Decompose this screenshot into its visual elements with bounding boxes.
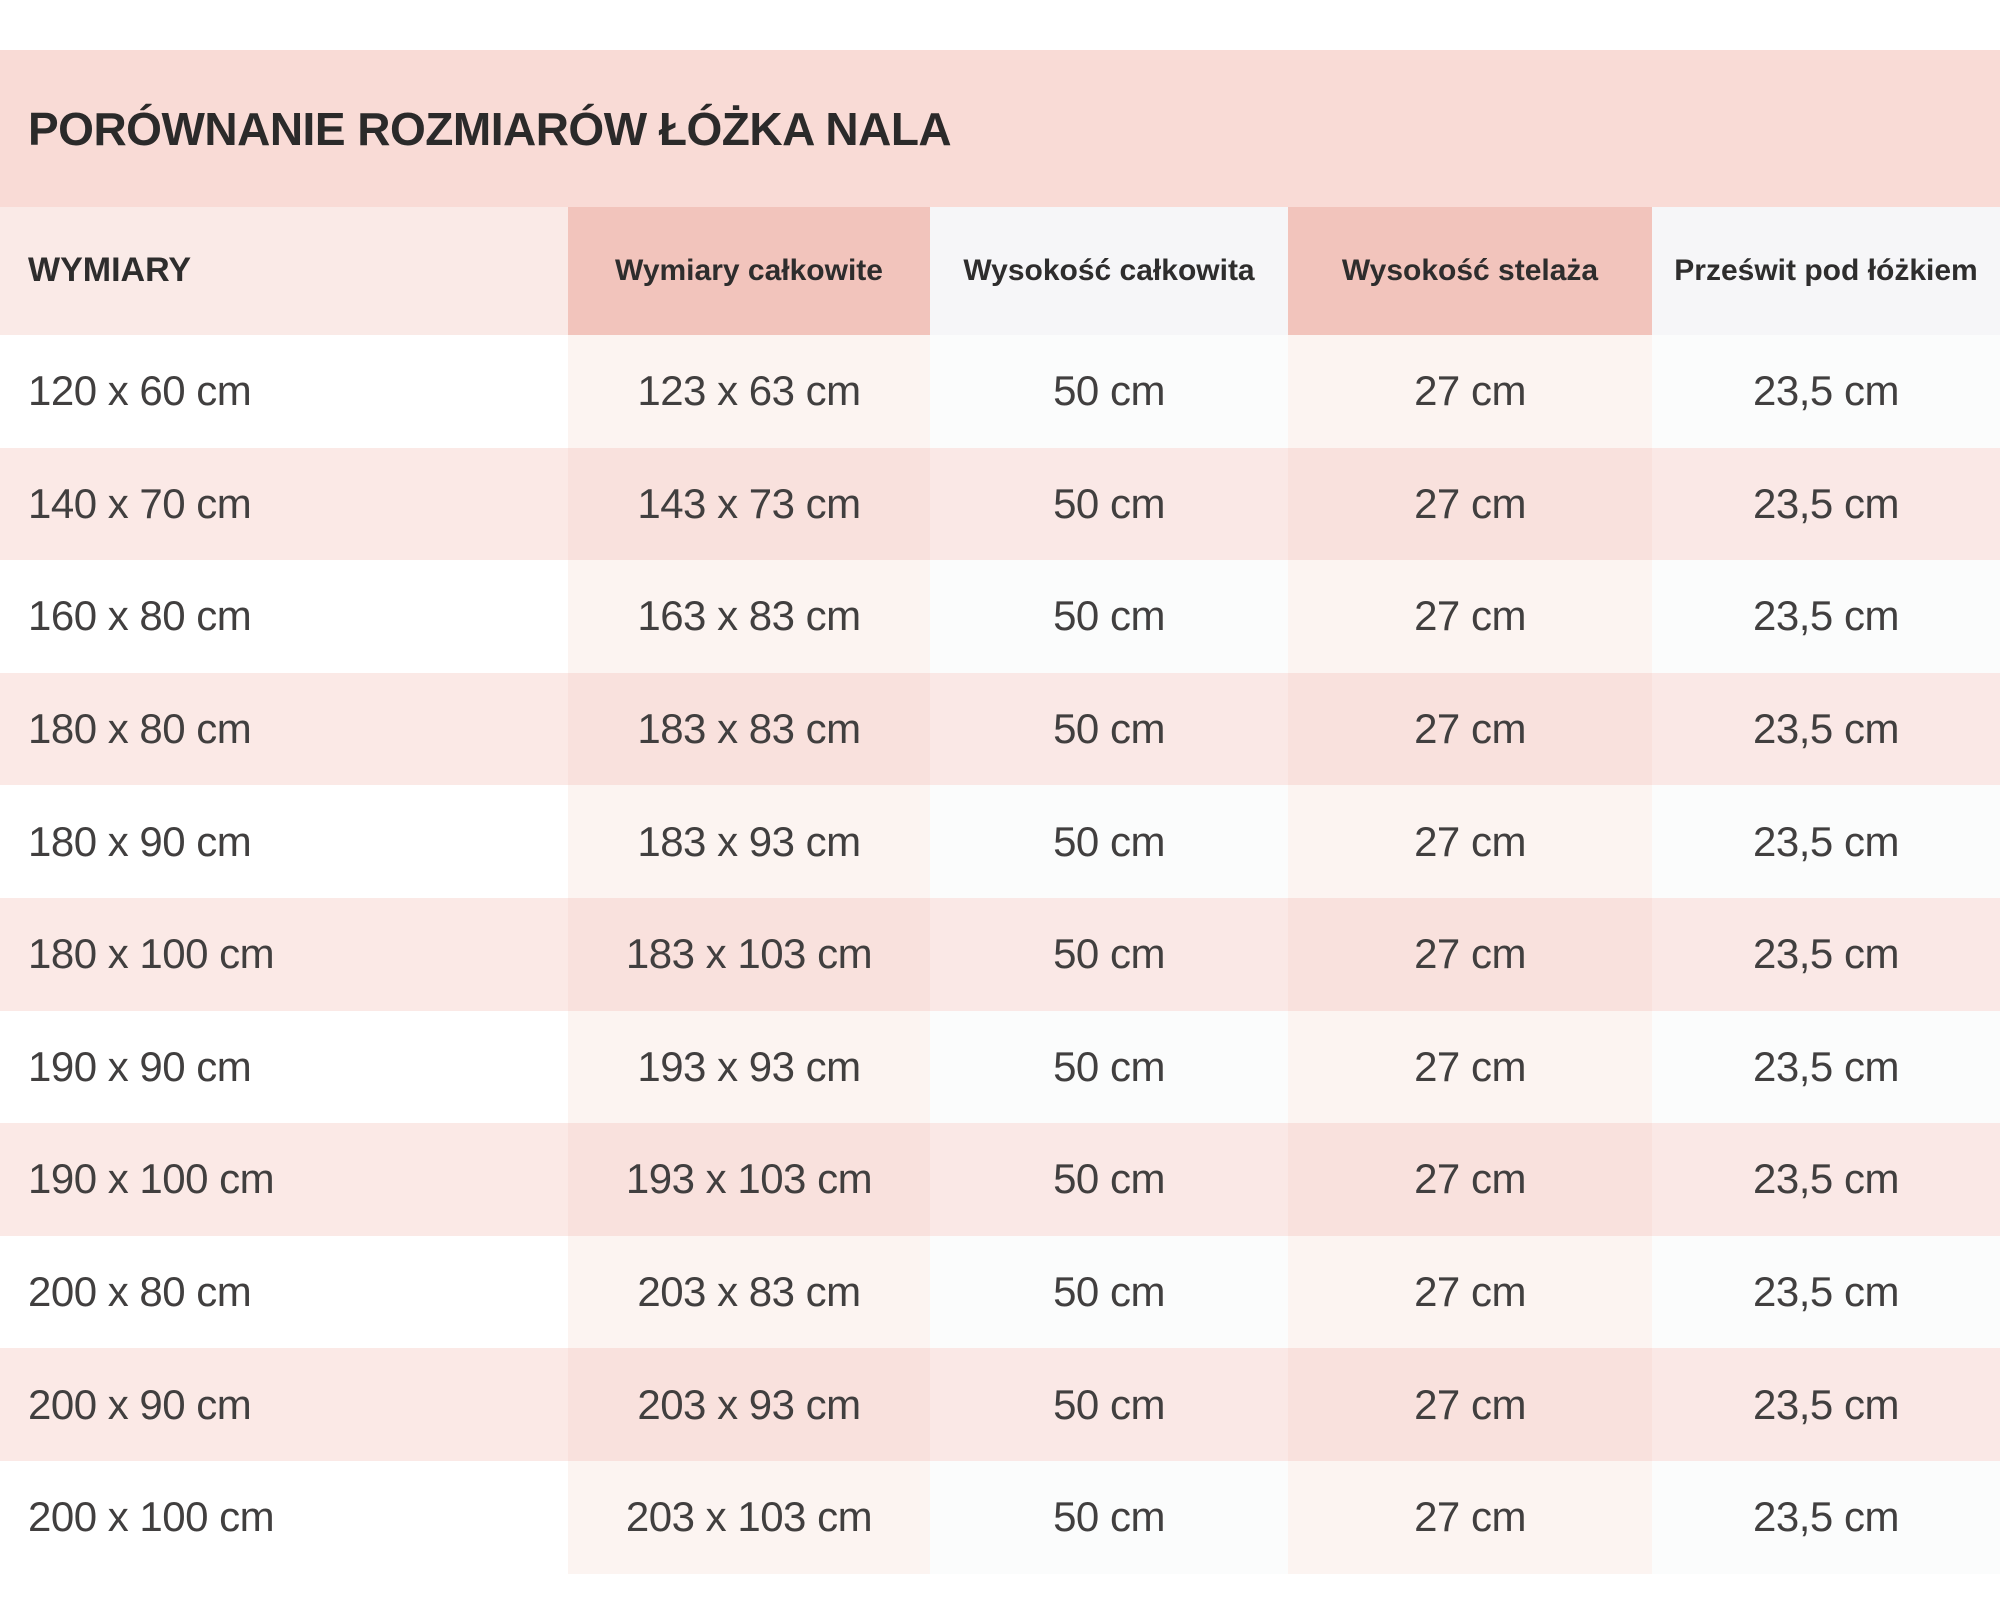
- table-row: 120 x 60 cm 123 x 63 cm 50 cm 27 cm 23,5…: [0, 335, 2000, 448]
- table-cell-dimensions: 190 x 90 cm: [0, 1010, 568, 1124]
- table-cell-frame-height: 27 cm: [1288, 335, 1652, 448]
- table-row: 180 x 80 cm 183 x 83 cm 50 cm 27 cm 23,5…: [0, 672, 2000, 786]
- table-cell-total-dimensions: 203 x 93 cm: [568, 1348, 930, 1461]
- table-cell-total-dimensions: 143 x 73 cm: [568, 447, 930, 561]
- table-cell-total-height: 50 cm: [930, 897, 1288, 1011]
- column-header-wymiary: WYMIARY: [0, 207, 568, 335]
- table-cell-under-bed-clearance: 23,5 cm: [1652, 672, 2000, 786]
- table-cell-total-dimensions: 203 x 103 cm: [568, 1460, 930, 1574]
- page-title: PORÓWNANIE ROZMIARÓW ŁÓŻKA NALA: [28, 102, 952, 155]
- table-cell-under-bed-clearance: 23,5 cm: [1652, 1460, 2000, 1574]
- table-cell-frame-height: 27 cm: [1288, 1460, 1652, 1574]
- table-cell-total-dimensions: 193 x 93 cm: [568, 1010, 930, 1124]
- table-cell-under-bed-clearance: 23,5 cm: [1652, 1123, 2000, 1236]
- table-cell-total-height: 50 cm: [930, 560, 1288, 673]
- table-cell-dimensions: 180 x 80 cm: [0, 672, 568, 786]
- table-cell-dimensions: 180 x 90 cm: [0, 785, 568, 898]
- table-cell-total-height: 50 cm: [930, 1348, 1288, 1461]
- table-cell-frame-height: 27 cm: [1288, 672, 1652, 786]
- table-cell-total-dimensions: 203 x 83 cm: [568, 1235, 930, 1349]
- column-header-przeswit-pod-lozkiem: Prześwit pod łóżkiem: [1652, 207, 2000, 335]
- table-header-row: WYMIARY Wymiary całkowite Wysokość całko…: [0, 207, 2000, 335]
- table-cell-total-height: 50 cm: [930, 1010, 1288, 1124]
- column-header-wysokosc-calkowita: Wysokość całkowita: [930, 207, 1288, 335]
- table-cell-total-height: 50 cm: [930, 447, 1288, 561]
- table-cell-frame-height: 27 cm: [1288, 447, 1652, 561]
- table-cell-under-bed-clearance: 23,5 cm: [1652, 560, 2000, 673]
- table-row: 190 x 100 cm 193 x 103 cm 50 cm 27 cm 23…: [0, 1123, 2000, 1236]
- table-cell-total-dimensions: 183 x 93 cm: [568, 785, 930, 898]
- table-cell-frame-height: 27 cm: [1288, 1348, 1652, 1461]
- table-cell-under-bed-clearance: 23,5 cm: [1652, 447, 2000, 561]
- table-row: 200 x 80 cm 203 x 83 cm 50 cm 27 cm 23,5…: [0, 1235, 2000, 1349]
- table-row: 140 x 70 cm 143 x 73 cm 50 cm 27 cm 23,5…: [0, 447, 2000, 561]
- table-cell-dimensions: 200 x 80 cm: [0, 1235, 568, 1349]
- table-cell-frame-height: 27 cm: [1288, 897, 1652, 1011]
- table-cell-total-dimensions: 163 x 83 cm: [568, 560, 930, 673]
- table-cell-under-bed-clearance: 23,5 cm: [1652, 897, 2000, 1011]
- table-cell-under-bed-clearance: 23,5 cm: [1652, 785, 2000, 898]
- table-cell-total-dimensions: 183 x 83 cm: [568, 672, 930, 786]
- column-header-wymiary-calkowite: Wymiary całkowite: [568, 207, 930, 335]
- table-cell-frame-height: 27 cm: [1288, 785, 1652, 898]
- table-cell-total-height: 50 cm: [930, 1123, 1288, 1236]
- table-cell-dimensions: 200 x 90 cm: [0, 1348, 568, 1461]
- table-cell-dimensions: 140 x 70 cm: [0, 447, 568, 561]
- table-cell-under-bed-clearance: 23,5 cm: [1652, 1348, 2000, 1461]
- table-cell-total-height: 50 cm: [930, 672, 1288, 786]
- table-cell-dimensions: 120 x 60 cm: [0, 335, 568, 448]
- table-cell-frame-height: 27 cm: [1288, 1123, 1652, 1236]
- table-body: 120 x 60 cm 123 x 63 cm 50 cm 27 cm 23,5…: [0, 335, 2000, 1574]
- table-row: 200 x 100 cm 203 x 103 cm 50 cm 27 cm 23…: [0, 1460, 2000, 1574]
- table-cell-frame-height: 27 cm: [1288, 1235, 1652, 1349]
- table-cell-dimensions: 190 x 100 cm: [0, 1123, 568, 1236]
- table-cell-total-dimensions: 123 x 63 cm: [568, 335, 930, 448]
- table-cell-total-height: 50 cm: [930, 335, 1288, 448]
- table-cell-under-bed-clearance: 23,5 cm: [1652, 1010, 2000, 1124]
- title-bar: PORÓWNANIE ROZMIARÓW ŁÓŻKA NALA: [0, 50, 2000, 207]
- table-row: 190 x 90 cm 193 x 93 cm 50 cm 27 cm 23,5…: [0, 1010, 2000, 1124]
- table-cell-total-height: 50 cm: [930, 1460, 1288, 1574]
- table-cell-total-height: 50 cm: [930, 1235, 1288, 1349]
- table-cell-dimensions: 180 x 100 cm: [0, 897, 568, 1011]
- table-cell-frame-height: 27 cm: [1288, 560, 1652, 673]
- table-row: 200 x 90 cm 203 x 93 cm 50 cm 27 cm 23,5…: [0, 1348, 2000, 1461]
- table-cell-dimensions: 200 x 100 cm: [0, 1460, 568, 1574]
- table-row: 180 x 90 cm 183 x 93 cm 50 cm 27 cm 23,5…: [0, 785, 2000, 898]
- table-row: 160 x 80 cm 163 x 83 cm 50 cm 27 cm 23,5…: [0, 560, 2000, 673]
- table-cell-dimensions: 160 x 80 cm: [0, 560, 568, 673]
- table-cell-under-bed-clearance: 23,5 cm: [1652, 335, 2000, 448]
- table-cell-frame-height: 27 cm: [1288, 1010, 1652, 1124]
- table-cell-total-height: 50 cm: [930, 785, 1288, 898]
- table-row: 180 x 100 cm 183 x 103 cm 50 cm 27 cm 23…: [0, 897, 2000, 1011]
- column-header-wysokosc-stelaza: Wysokość stelaża: [1288, 207, 1652, 335]
- table-cell-total-dimensions: 183 x 103 cm: [568, 897, 930, 1011]
- table-cell-total-dimensions: 193 x 103 cm: [568, 1123, 930, 1236]
- table-cell-under-bed-clearance: 23,5 cm: [1652, 1235, 2000, 1349]
